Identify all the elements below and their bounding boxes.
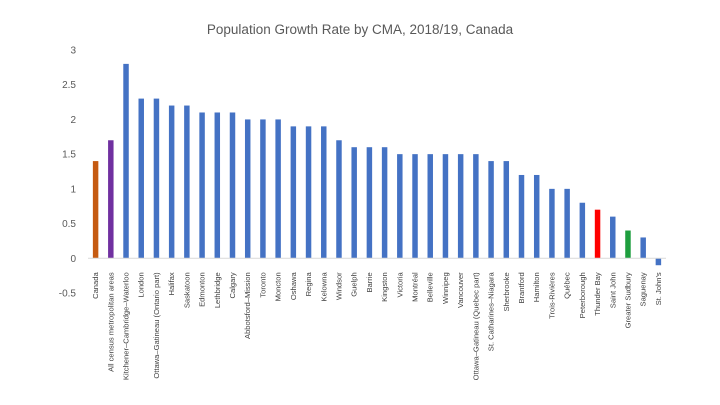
x-tick-label: St. Catharines–Niagara [487,272,496,352]
y-tick-label: 2.5 [62,80,76,91]
bar [92,161,99,259]
y-tick-label: 1 [70,184,76,195]
x-tick-label: Québec [563,272,572,299]
x-tick-label: London [137,272,146,297]
x-tick-label: Kelowna [319,272,328,302]
x-tick-label: Sherbrooke [502,272,511,311]
bar [336,140,342,259]
x-tick-label: Barrie [365,272,374,292]
x-tick-label: Ottawa–Gatineau (Quebec part) [471,272,480,381]
x-tick-label: Ottawa–Gatineau (Ontario part) [152,272,161,379]
y-axis: -0.5 0 0.5 1 1.5 2 2.5 3 [59,46,77,300]
bar [153,98,160,259]
x-tick-label: Peterborough [578,272,587,318]
bar [199,112,205,259]
bar [518,174,525,259]
x-tick-label: Brantford [517,272,526,303]
bar [610,216,616,259]
x-tick-label: Windsor [334,272,343,300]
bar [594,209,601,259]
bar [533,174,540,259]
bar [503,161,510,259]
x-tick-label: Lethbridge [213,272,222,308]
bar [442,154,449,259]
bar-series [92,63,662,266]
x-tick-label: Saskatoon [182,272,191,308]
bar [138,98,144,259]
bar [640,237,646,259]
bar [108,140,114,259]
bar [473,154,479,259]
x-tick-label: Kingston [380,272,389,302]
bar [397,154,403,259]
bar [290,126,297,259]
x-tick-label: Hamilton [532,272,541,302]
x-tick-label: Abbotsford–Mission [243,272,252,339]
bar [244,119,251,259]
x-tick-label: Victoria [395,272,404,298]
x-tick-label: St. John's [654,272,663,305]
x-axis: Canada All census metropolitan areas Kitch… [91,272,663,381]
x-tick-label: Toronto [258,272,267,297]
bar [579,202,586,259]
x-tick-label: Calgary [228,272,237,298]
y-tick-label: 0 [70,254,76,265]
bar [275,119,281,259]
y-tick-label: 2 [70,115,76,126]
y-tick-label: 0.5 [62,219,76,230]
x-tick-label: Trois-Rivières [547,272,556,319]
x-tick-label: Saguenay [639,272,648,306]
bar [214,112,221,259]
x-tick-label: Canada [91,272,100,299]
bar [427,154,433,259]
x-tick-label: Halifax [167,272,176,295]
bar [351,147,357,259]
bar [184,105,190,259]
bar [457,154,464,259]
x-tick-label: Kitchener–Cambridge–Waterloo [122,272,131,380]
x-tick-label: Vancouver [456,272,465,308]
bar [321,126,327,259]
x-tick-label: Guelph [350,272,359,297]
x-tick-label: Moncton [274,272,283,301]
bar [260,119,266,259]
bar [655,258,662,266]
bar [123,63,129,259]
bar [549,188,555,259]
x-tick-label: Regina [304,272,313,297]
bar [305,126,312,259]
bar [488,161,494,259]
x-tick-label: Greater Sudbury [623,272,632,328]
x-tick-label: Winnipeg [441,272,450,304]
x-tick-label: Montréal [411,272,420,302]
y-tick-label: 3 [70,46,76,57]
bar [564,188,570,259]
bar [168,105,175,259]
x-tick-label: Edmonton [198,272,207,307]
bar [412,154,418,259]
x-tick-label: Oshawa [289,272,298,301]
x-tick-label: Saint John [608,272,617,308]
bar [381,147,388,259]
x-tick-label: All census metropolitan areas [106,272,115,372]
x-tick-label: Thunder Bay [593,272,602,316]
x-tick-label: Belleville [426,272,435,302]
y-tick-label: 1.5 [62,150,76,161]
bar [366,147,373,259]
bar [229,112,236,259]
bar [625,230,631,259]
chart-title: Population Growth Rate by CMA, 2018/19, … [206,22,514,37]
y-tick-label: -0.5 [59,289,77,300]
